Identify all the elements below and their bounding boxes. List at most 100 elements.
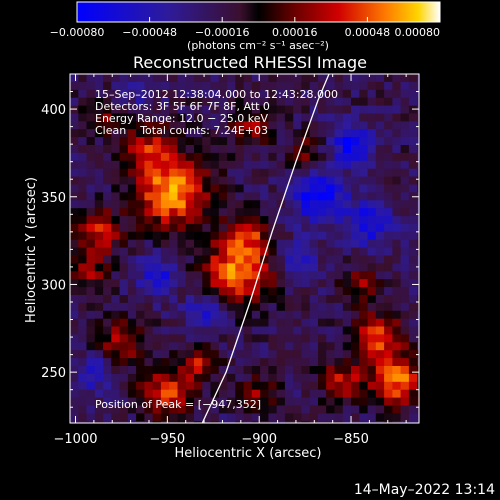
heatmap-cell [243, 350, 253, 359]
heatmap-cell [243, 271, 253, 280]
heatmap-cell [152, 342, 162, 351]
heatmap-cell [293, 145, 303, 154]
heatmap-cell [400, 405, 410, 414]
heatmap-cell [276, 287, 286, 296]
heatmap-cell [367, 113, 377, 122]
heatmap-cell [375, 247, 385, 257]
heatmap-cell [384, 255, 393, 264]
heatmap-cell [202, 200, 212, 209]
heatmap-cell [375, 145, 385, 154]
heatmap-cell [235, 81, 245, 91]
heatmap-cell [194, 342, 203, 351]
heatmap-cell [359, 389, 369, 399]
heatmap-cell [425, 98, 434, 107]
heatmap-cell [136, 381, 145, 391]
heatmap-cell [408, 247, 418, 257]
heatmap-cell [210, 421, 220, 423]
heatmap-cell [326, 239, 336, 249]
heatmap-cell [177, 373, 187, 383]
heatmap-cell [70, 302, 79, 312]
heatmap-cell [136, 97, 145, 107]
heatmap-cell [160, 279, 170, 288]
heatmap-cell [326, 334, 336, 343]
heatmap-cell [309, 373, 319, 383]
heatmap-cell [169, 358, 179, 367]
heatmap-cell [400, 105, 410, 115]
heatmap-cell [227, 342, 236, 351]
heatmap-cell [284, 413, 294, 422]
heatmap-cell [326, 389, 336, 399]
heatmap-cell [367, 334, 377, 343]
heatmap-cell [194, 381, 203, 391]
heatmap-cell [218, 358, 228, 367]
heatmap-cell [367, 176, 377, 186]
heatmap-cell [301, 216, 311, 225]
heatmap-cell [144, 334, 154, 343]
heatmap-cell [359, 192, 369, 201]
heatmap-cell [194, 81, 203, 91]
heatmap-cell [86, 366, 96, 375]
heatmap-cell [425, 216, 434, 225]
heatmap-cell [218, 74, 228, 83]
heatmap-cell [400, 366, 410, 375]
heatmap-cell [243, 137, 253, 146]
heatmap-cell [185, 152, 195, 162]
heatmap-cell [408, 358, 418, 367]
heatmap-cell [218, 152, 228, 162]
heatmap-cell [251, 176, 261, 186]
heatmap-cell [367, 145, 377, 154]
heatmap-cell [86, 247, 96, 257]
heatmap-cell [260, 295, 269, 304]
heatmap-cell [243, 366, 253, 375]
heatmap-cell [152, 397, 162, 407]
heatmap-cell [169, 334, 179, 343]
heatmap-cell [127, 334, 137, 343]
heatmap-cell [177, 152, 187, 162]
heatmap-cell [326, 350, 336, 359]
heatmap-cell [243, 263, 253, 272]
heatmap-cell [277, 429, 286, 438]
heatmap-cell [86, 302, 96, 312]
heatmap-cell [284, 334, 294, 343]
heatmap-cell [136, 389, 145, 399]
heatmap-cell [425, 177, 434, 186]
heatmap-cell [177, 176, 187, 186]
heatmap-cell [94, 105, 104, 115]
heatmap-cell [185, 239, 195, 249]
heatmap-cell [86, 89, 96, 99]
heatmap-cell [119, 121, 129, 130]
heatmap-cell [78, 129, 88, 138]
heatmap-cell [425, 161, 434, 170]
heatmap-cell [334, 121, 344, 130]
heatmap-cell [284, 168, 294, 178]
heatmap-cell [169, 405, 179, 414]
heatmap-cell [160, 302, 170, 312]
heatmap-cell [375, 271, 385, 280]
heatmap-cell [284, 231, 294, 241]
heatmap-cell [276, 381, 286, 391]
heatmap-cell [119, 105, 129, 115]
heatmap-cell [78, 208, 88, 217]
heatmap-cell [70, 239, 79, 249]
heatmap-cell [202, 74, 212, 83]
heatmap-cell [318, 137, 327, 146]
heatmap-cell [210, 192, 220, 201]
heatmap-cell [334, 381, 344, 391]
heatmap-cell [202, 397, 212, 407]
heatmap-cell [359, 310, 369, 320]
heatmap-cell [160, 366, 170, 375]
heatmap-cell [301, 97, 311, 107]
heatmap-cell [425, 90, 434, 99]
heatmap-cell [111, 350, 121, 359]
heatmap-cell [119, 271, 129, 280]
heatmap-cell [284, 373, 294, 383]
heatmap-cell [194, 366, 203, 375]
colorbar-tick-label: −0.00048 [122, 26, 177, 39]
heatmap-cell [326, 326, 336, 335]
heatmap-cell [301, 239, 311, 249]
heatmap-cell [136, 129, 145, 138]
heatmap-cell [293, 397, 303, 407]
heatmap-cell [384, 176, 393, 186]
heatmap-cell [359, 271, 369, 280]
heatmap-cell [359, 381, 369, 391]
